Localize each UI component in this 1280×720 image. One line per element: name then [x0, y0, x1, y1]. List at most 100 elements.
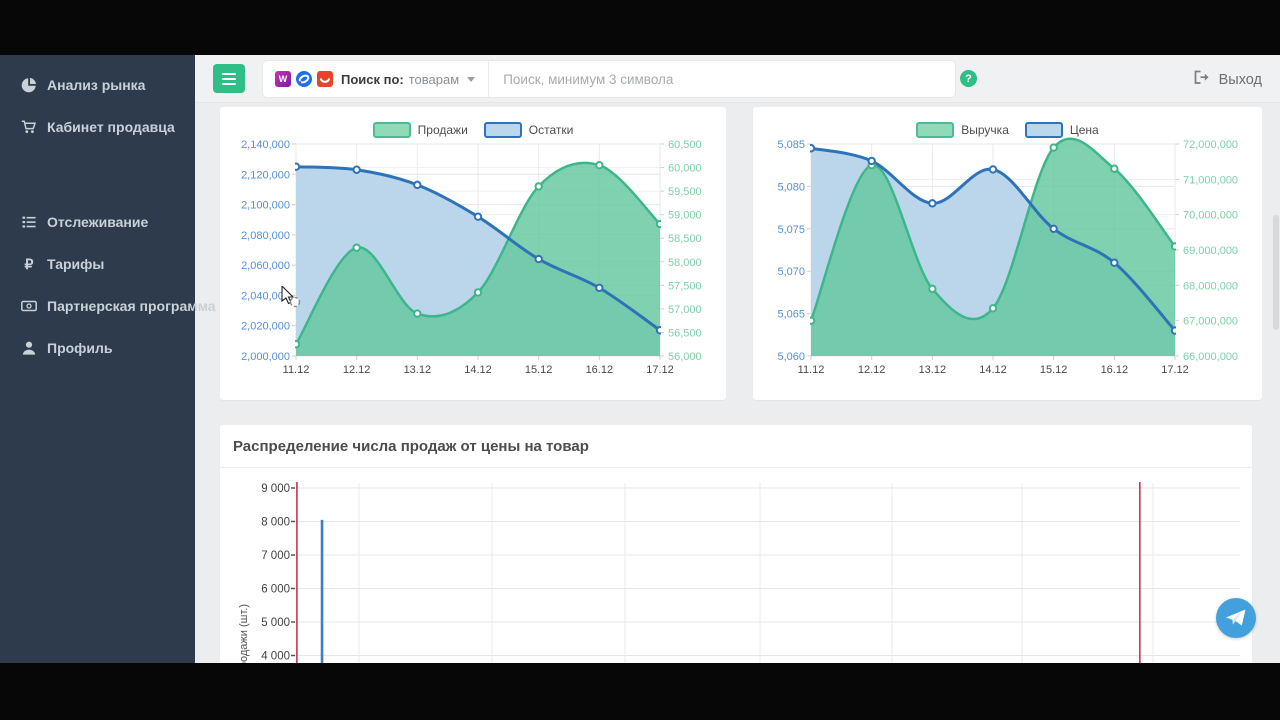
svg-text:15.12: 15.12: [1040, 364, 1068, 376]
svg-text:16.12: 16.12: [586, 364, 614, 376]
sidebar-item-label: Партнерская программа: [47, 298, 216, 314]
sidebar-item-partner-program[interactable]: Партнерская программа: [21, 297, 216, 315]
legend-label: Продажи: [417, 123, 468, 137]
svg-text:60,000: 60,000: [668, 163, 702, 175]
svg-text:2,080,000: 2,080,000: [241, 230, 290, 242]
revenue-price-chart-card: Выручка Цена 66,000,000 67,000,000 68,000,…: [753, 107, 1262, 400]
svg-text:16.12: 16.12: [1101, 364, 1129, 376]
legend-item-stocks[interactable]: Остатки: [483, 122, 574, 138]
help-button[interactable]: ?: [960, 70, 977, 87]
cart-icon: [21, 119, 37, 135]
svg-text:₽: ₽: [25, 256, 34, 272]
svg-text:11.12: 11.12: [798, 364, 825, 376]
legend-item-price[interactable]: Цена: [1024, 122, 1099, 138]
svg-text:9 000: 9 000: [261, 483, 290, 495]
svg-text:5,060: 5,060: [777, 351, 805, 363]
distribution-chart-card: Распределение числа продаж от цены на то…: [220, 425, 1252, 663]
svg-text:71,000,000: 71,000,000: [1183, 174, 1238, 186]
revenue-price-chart[interactable]: 66,000,000 67,000,000 68,000,000 69,000,000…: [753, 107, 1262, 400]
svg-text:14.12: 14.12: [979, 364, 1007, 376]
menu-toggle-button[interactable]: [213, 64, 245, 93]
scrollbar-thumb[interactable]: [1273, 215, 1279, 330]
telegram-plane-icon: [1226, 609, 1246, 626]
svg-text:72,000,000: 72,000,000: [1183, 139, 1238, 151]
sidebar-item-market-analysis[interactable]: Анализ рынка: [21, 76, 145, 94]
svg-text:70,000,000: 70,000,000: [1183, 210, 1238, 222]
svg-text:14.12: 14.12: [464, 364, 492, 376]
legend-swatch-green: [372, 122, 411, 138]
svg-text:2,000,000: 2,000,000: [241, 351, 290, 363]
svg-text:2,020,000: 2,020,000: [241, 321, 290, 333]
svg-text:2,140,000: 2,140,000: [241, 139, 290, 151]
svg-text:12.12: 12.12: [858, 364, 886, 376]
sales-stocks-chart[interactable]: 56,000 56,500 57,000 57,500 58,000 58,500 59,0…: [220, 107, 726, 400]
hamburger-icon: [222, 72, 236, 75]
legend-swatch-blue: [1024, 122, 1063, 138]
svg-text:5,085: 5,085: [777, 139, 805, 151]
legend-item-revenue[interactable]: Выручка: [916, 122, 1009, 138]
search-bar: W Поиск по: товарам: [263, 61, 955, 97]
sidebar-item-seller-cabinet[interactable]: Кабинет продавца: [21, 118, 175, 136]
sales-stocks-chart-card: Продажи Остатки 56,000 56,500 57,000 57,500…: [220, 107, 726, 400]
legend-swatch-green: [916, 122, 955, 138]
legend-label: Цена: [1069, 123, 1099, 137]
chart-legend: Выручка Цена: [753, 122, 1262, 138]
svg-text:56,000: 56,000: [668, 351, 702, 363]
sidebar-item-tariffs[interactable]: ₽ Тарифы: [21, 255, 105, 273]
svg-text:5,080: 5,080: [777, 181, 805, 193]
svg-text:17.12: 17.12: [1161, 364, 1189, 376]
sidebar-item-profile[interactable]: Профиль: [21, 339, 113, 357]
search-scope-value: товарам: [408, 71, 460, 87]
search-input[interactable]: [489, 61, 955, 97]
svg-text:59,500: 59,500: [668, 186, 702, 198]
svg-text:66,000,000: 66,000,000: [1183, 351, 1238, 363]
aliexpress-icon: [317, 71, 333, 87]
chevron-down-icon: [467, 76, 476, 82]
svg-text:56,500: 56,500: [668, 327, 702, 339]
sidebar-item-label: Тарифы: [47, 256, 105, 272]
svg-text:67,000,000: 67,000,000: [1183, 316, 1238, 328]
svg-text:60,500: 60,500: [668, 139, 702, 151]
svg-text:5 000: 5 000: [261, 617, 290, 629]
svg-text:13.12: 13.12: [919, 364, 947, 376]
svg-text:59,000: 59,000: [668, 210, 702, 222]
svg-text:4 000: 4 000: [261, 651, 290, 663]
telegram-widget-button[interactable]: [1216, 598, 1256, 638]
search-scope-dropdown[interactable]: W Поиск по: товарам: [263, 61, 490, 97]
wildberries-icon: W: [275, 71, 291, 87]
svg-text:68,000,000: 68,000,000: [1183, 280, 1238, 292]
sidebar: Анализ рынка Кабинет продавца Отслеживан…: [0, 55, 216, 663]
distribution-chart-title: Распределение числа продаж от цены на то…: [233, 437, 589, 455]
sidebar-item-label: Профиль: [47, 340, 113, 356]
ruble-icon: ₽: [21, 256, 37, 272]
legend-label: Выручка: [961, 123, 1009, 137]
svg-text:58,000: 58,000: [668, 257, 702, 269]
svg-text:2,040,000: 2,040,000: [241, 290, 290, 302]
logout-button[interactable]: Выход: [1194, 70, 1262, 89]
svg-text:2,120,000: 2,120,000: [241, 169, 290, 181]
letterbox-bottom: [0, 663, 1280, 720]
legend-item-sales[interactable]: Продажи: [372, 122, 468, 138]
sidebar-item-label: Отслеживание: [47, 214, 149, 230]
svg-text:58,500: 58,500: [668, 233, 702, 245]
sidebar-item-label: Анализ рынка: [47, 77, 146, 93]
distribution-chart-header: Распределение числа продаж от цены на то…: [220, 425, 1252, 468]
legend-swatch-blue: [483, 122, 522, 138]
svg-text:Продажи (шт.): Продажи (шт.): [238, 604, 250, 663]
svg-text:13.12: 13.12: [404, 364, 432, 376]
sidebar-item-label: Кабинет продавца: [47, 119, 175, 135]
svg-text:15.12: 15.12: [525, 364, 553, 376]
topbar: W Поиск по: товарам ? Вы: [195, 55, 1280, 103]
svg-text:11.12: 11.12: [283, 364, 310, 376]
distribution-chart[interactable]: 9 000 8 000 7 000 6 000 5 000 4 000 Продажи (ш…: [220, 467, 1252, 663]
svg-text:8 000: 8 000: [261, 517, 290, 529]
ozon-icon: [296, 71, 312, 87]
legend-label: Остатки: [528, 123, 574, 137]
svg-text:5,075: 5,075: [777, 224, 805, 236]
svg-text:12.12: 12.12: [343, 364, 371, 376]
search-scope-label: Поиск по:: [341, 71, 404, 87]
svg-text:2,060,000: 2,060,000: [241, 260, 290, 272]
sidebar-item-tracking[interactable]: Отслеживание: [21, 213, 148, 231]
chart-legend: Продажи Остатки: [220, 122, 726, 138]
banknote-icon: [21, 298, 37, 314]
